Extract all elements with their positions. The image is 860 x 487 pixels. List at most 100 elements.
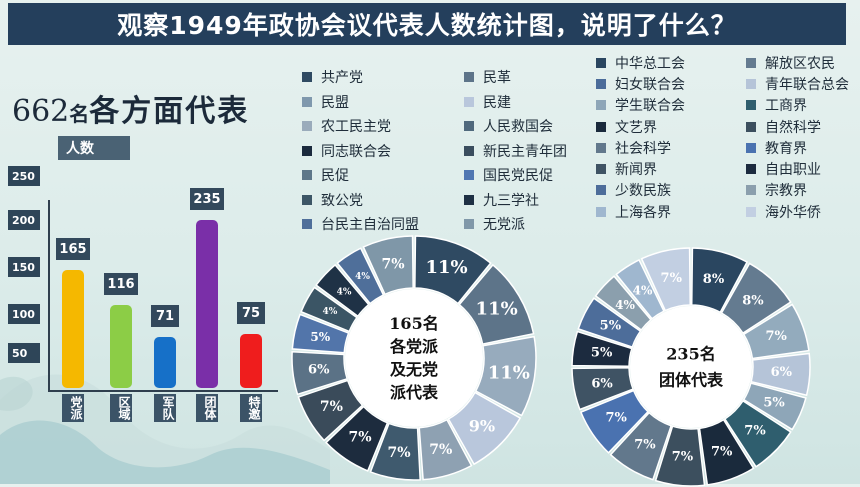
donut-slice-label: 7% (605, 410, 627, 425)
legend-swatch (746, 164, 756, 175)
bar-value-label: 71 (151, 305, 179, 328)
donut-slice-label: 9% (469, 416, 495, 435)
donut-slice-label: 4% (337, 287, 352, 297)
bar-category-label: 团体 (196, 394, 218, 422)
y-tick-label: 150 (8, 257, 40, 277)
legend-label: 青年联合总会 (765, 76, 849, 93)
legend-label: 上海各界 (615, 204, 671, 221)
donut-slice-label: 11% (476, 299, 518, 320)
bar-1 (110, 305, 132, 388)
legend-item: 自由职业 (746, 158, 860, 179)
donut-slice (447, 391, 522, 466)
donut-center-label: 及无党 (390, 360, 438, 379)
donut-center (345, 289, 483, 427)
legend-label: 九三学社 (483, 192, 539, 209)
bar-category-label: 特邀 (240, 394, 262, 422)
donut-slice (336, 247, 385, 305)
legend-item: 致公党 (302, 188, 426, 213)
donut-slice (750, 352, 811, 397)
page-title: 观察1949年政协会议代表人数统计图，说明了什么？ (8, 3, 846, 45)
party-legend: 共产党 民盟 农工民主党 同志联合会 民促 致公党 台民主自治同盟 民革 民建 人民救国会 新民主青… (302, 65, 588, 237)
legend-label: 民革 (483, 70, 511, 87)
legend-swatch (302, 145, 312, 156)
legend-item: 新民主青年团 (464, 139, 588, 164)
legend-item: 少数民族 (596, 180, 714, 201)
donut-slice-label: 7% (744, 423, 766, 438)
legend-item: 共产党 (302, 65, 426, 90)
legend-item: 九三学社 (464, 188, 588, 213)
legend-swatch (302, 194, 312, 205)
bar-0 (62, 270, 84, 388)
legend-item: 工商界 (746, 95, 860, 116)
legend-label: 学生联合会 (615, 98, 685, 115)
legend-item: 教育界 (746, 137, 860, 158)
donut-center-label: 235名 (666, 345, 715, 364)
donut-slice (414, 235, 492, 305)
legend-label: 共产党 (321, 70, 363, 87)
legend-swatch (596, 164, 606, 175)
legend-item: 同志联合会 (302, 139, 426, 164)
donut-slice-label: 7% (349, 429, 372, 445)
headline-text: 各方面代表 (89, 94, 250, 129)
legend-label: 无党派 (483, 217, 525, 234)
legend-item: 海外华侨 (746, 201, 860, 222)
bar-category-label: 党派 (62, 394, 84, 422)
party-donut-chart: 11%11%11%9%7%7%7%7%6%5%4%4%4%7%165名各党派及无… (291, 235, 537, 481)
legend-swatch (302, 72, 312, 83)
legend-item: 社会科学 (596, 137, 714, 158)
legend-item: 妇女联合会 (596, 73, 714, 94)
bar-value-label: 165 (56, 238, 90, 261)
legend-label: 宗教界 (765, 183, 807, 200)
legend-item: 人民救国会 (464, 114, 588, 139)
donut-slice (458, 263, 535, 345)
bar-category-label: 军队 (154, 394, 176, 422)
legend-swatch (746, 78, 756, 89)
legend-swatch (464, 72, 474, 83)
donut-slice (315, 263, 370, 318)
bar-2 (154, 337, 176, 388)
y-tick-label: 200 (8, 210, 40, 230)
legend-item: 上海各界 (596, 201, 714, 222)
legend-item: 民建 (464, 90, 588, 115)
legend-swatch (596, 142, 606, 153)
legend-label: 工商界 (765, 98, 807, 115)
bar-value-label: 75 (237, 302, 265, 325)
legend-swatch (596, 78, 606, 89)
donut-slice (362, 235, 414, 296)
legend-swatch (464, 219, 474, 230)
legend-label: 教育界 (765, 140, 807, 157)
legend-swatch (746, 206, 756, 217)
legend-label: 新闻界 (615, 162, 657, 179)
donut-slice-label: 7% (387, 445, 410, 461)
legend-label: 中华总工会 (615, 55, 685, 72)
legend-swatch (746, 185, 756, 196)
donut-center-label: 派代表 (390, 383, 439, 402)
donut-slice (418, 418, 473, 481)
bar-value-label: 235 (190, 188, 224, 210)
legend-label: 妇女联合会 (615, 76, 685, 93)
legend-swatch (464, 96, 474, 107)
donut-slice (474, 335, 537, 417)
donut-slice (571, 330, 633, 368)
donut-slice-label: 5% (763, 395, 785, 410)
donut-slice (742, 382, 807, 431)
legend-label: 解放区农民 (765, 55, 835, 72)
donut-center-label: 165名 (389, 314, 438, 333)
legend-label: 同志联合会 (321, 143, 391, 160)
donut-slice (609, 411, 673, 481)
legend-swatch (464, 121, 474, 132)
legend-swatch (464, 170, 474, 181)
y-axis-line (48, 200, 50, 392)
legend-swatch (596, 121, 606, 132)
legend-item: 宗教界 (746, 180, 860, 201)
legend-item: 农工民主党 (302, 114, 426, 139)
donut-slice-label: 4% (615, 298, 635, 312)
donut-slice (291, 313, 350, 354)
headline-number: 662 (12, 94, 70, 129)
legend-item: 青年联合总会 (746, 73, 860, 94)
legend-swatch (464, 194, 474, 205)
legend-swatch (596, 206, 606, 217)
legend-swatch (302, 96, 312, 107)
legend-item: 自然科学 (746, 116, 860, 137)
